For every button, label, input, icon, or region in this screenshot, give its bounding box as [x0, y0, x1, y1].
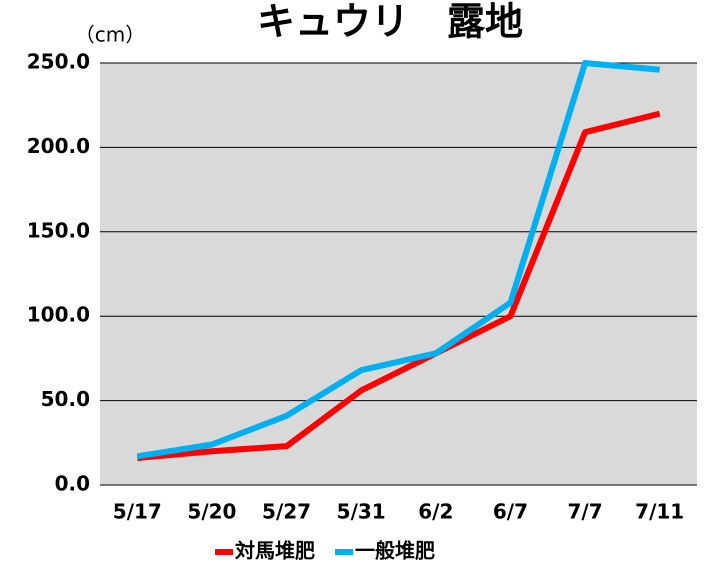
x-tick-label: 7/7 — [567, 500, 602, 524]
legend-label: 対馬堆肥 — [234, 539, 315, 563]
series-line — [137, 110, 661, 461]
x-tick-label: 6/2 — [418, 500, 453, 524]
x-tick-label: 6/7 — [493, 500, 528, 524]
x-tick-label: 5/20 — [187, 500, 236, 524]
y-tick-label: 100.0 — [27, 303, 90, 327]
y-tick-label: 250.0 — [27, 50, 90, 74]
legend-label: 一般堆肥 — [355, 539, 435, 563]
y-tick-label: 0.0 — [55, 472, 90, 496]
y-unit: （cm） — [75, 23, 145, 47]
plot-area — [100, 63, 697, 485]
y-tick-label: 200.0 — [27, 134, 90, 158]
chart-title: キュウリ 露地 — [257, 0, 523, 44]
series-line — [136, 60, 660, 460]
y-tick-label: 150.0 — [27, 218, 90, 242]
y-tick-label: 50.0 — [41, 387, 90, 411]
x-tick-label: 5/31 — [337, 500, 386, 524]
x-tick-label: 7/11 — [635, 500, 684, 524]
x-tick-label: 5/27 — [262, 500, 311, 524]
x-tick-label: 5/17 — [113, 500, 162, 524]
